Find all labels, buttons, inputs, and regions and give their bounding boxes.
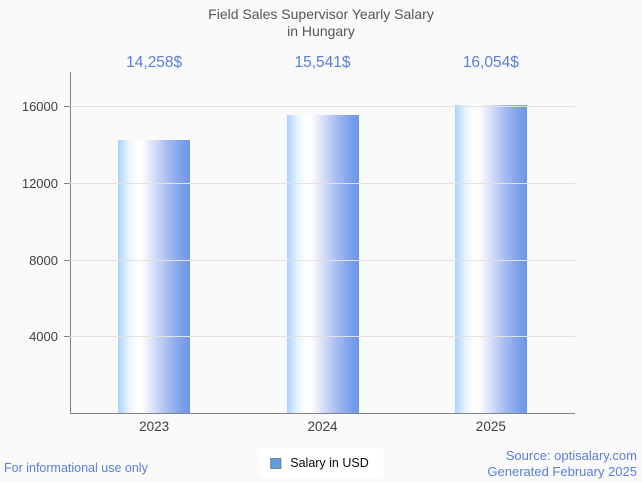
legend[interactable]: Salary in USD xyxy=(259,448,383,478)
bar-2023[interactable] xyxy=(118,139,191,413)
disclaimer-text: For informational use only xyxy=(4,461,148,475)
chart-title-line1: Field Sales Supervisor Yearly Salary xyxy=(208,6,434,22)
gridline-16000 xyxy=(70,106,575,107)
gridline-8000 xyxy=(70,260,575,261)
legend-label: Salary in USD xyxy=(290,456,369,470)
generated-date: Generated February 2025 xyxy=(487,463,637,479)
x-tick-label-2025: 2025 xyxy=(475,419,506,434)
source-link[interactable]: Source: optisalary.com xyxy=(505,448,637,463)
y-axis-line xyxy=(70,72,71,414)
bar-value-label-2024: 15,541$ xyxy=(294,54,351,71)
chart-title: Field Sales Supervisor Yearly Salary in … xyxy=(0,6,642,39)
x-tick-label-2024: 2024 xyxy=(307,419,338,434)
bar-value-label-2025: 16,054$ xyxy=(462,54,519,71)
x-axis-line xyxy=(70,413,575,414)
y-tick-label-8000: 8000 xyxy=(29,253,58,268)
y-tick-16000 xyxy=(64,106,70,107)
y-tick-12000 xyxy=(64,183,70,184)
gridline-12000 xyxy=(70,183,575,184)
x-tick-label-2023: 2023 xyxy=(139,419,170,434)
bar-2024[interactable] xyxy=(286,115,359,413)
y-tick-8000 xyxy=(64,260,70,261)
gridline-4000 xyxy=(70,336,575,337)
y-tick-4000 xyxy=(64,336,70,337)
source-attribution: Source: optisalary.com Generated Februar… xyxy=(487,448,637,479)
chart-title-line2: in Hungary xyxy=(287,22,355,39)
y-tick-label-4000: 4000 xyxy=(29,329,58,344)
y-tick-label-12000: 12000 xyxy=(21,176,58,191)
bar-2025[interactable] xyxy=(454,105,527,413)
y-tick-label-16000: 16000 xyxy=(21,99,58,114)
legend-swatch-icon xyxy=(270,457,282,469)
bar-value-label-2023: 14,258$ xyxy=(126,54,183,71)
